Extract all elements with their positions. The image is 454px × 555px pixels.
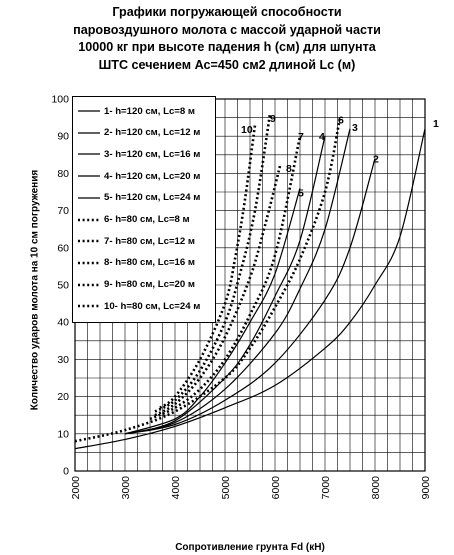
title-line-2: паровоздушного молота с массой ударной ч… [73,22,381,37]
y-axis-label: Количество ударов молота на 10 см погруж… [29,169,41,411]
legend-label: 9- h=80 см, Lc=20 м [104,279,195,291]
legend-item: 6- h=80 см, Lc=8 м [78,214,190,226]
title-line-1: Графики погружающей способности [112,5,342,19]
legend-item: 3- h=120 см, Lc=16 м [78,148,200,160]
series-line-9 [154,113,272,413]
legend-swatch [78,110,100,112]
x-tick-label: 7000 [320,476,332,500]
curve-label-1: 1 [433,118,439,130]
legend-label: 1- h=120 см, Lc=8 м [104,105,195,117]
curve-label-2: 2 [373,154,379,166]
y-tick-label: 30 [57,354,69,366]
legend-label: 5- h=120 см, Lc=24 м [104,192,201,204]
axes: 0 10 20 30 40 50 60 70 80 90 100 2000 3000 4000 5000 60… [51,94,432,500]
legend-label: 2- h=120 см, Lc=12 м [104,127,201,139]
curve-labels: 1 2 3 4 5 6 7 8 9 10 [241,113,439,199]
y-tick-label: 100 [51,94,69,106]
x-tick-label: 4000 [170,476,182,500]
y-tick-label: 80 [57,168,69,180]
series-line-6 [74,117,342,443]
y-tick-label: 10 [57,428,69,440]
legend-item: 9- h=80 см, Lc=20 м [78,279,195,291]
legend-label: 3- h=120 см, Lc=16 м [104,148,201,160]
series-line-3 [124,128,351,435]
x-axis-label: Сопротивление грунта Fd (кН) [175,542,325,553]
curve-label-4: 4 [319,131,325,143]
legend-item: 7- h=80 см, Lc=12 м [78,235,195,247]
legend-item: 8- h=80 см, Lc=16 м [78,257,195,269]
y-tick-label: 70 [57,205,69,217]
legend-item: 4- h=120 см, Lc=20 м [78,170,200,182]
curve-label-9: 9 [270,113,276,125]
y-tick-label: 0 [63,466,69,478]
title-line-3: 10000 кг при высоте падения h (см) для ш… [78,40,376,54]
x-tick-label: 9000 [420,476,432,500]
legend-item: 2- h=120 см, Lc=12 м [78,127,200,139]
curve-label-7: 7 [298,131,304,143]
legend-swatch [78,175,100,177]
series-line-7 [149,135,302,421]
series-line-8 [154,165,282,417]
series-line-1 [74,128,426,450]
curve-label-8: 8 [286,163,292,175]
legend-swatch [78,283,100,286]
legend-swatch [78,132,100,134]
chart-title: Графики погружающей способности паровозд… [0,4,454,74]
legend-swatch [78,304,100,308]
legend-swatch [78,261,100,265]
curve-label-3: 3 [352,122,358,134]
legend-swatch [78,239,100,243]
legend-label: 4- h=120 см, Lc=20 м [104,170,201,182]
y-tick-label: 60 [57,242,69,254]
legend-item: 10- h=80 см, Lc=24 м [78,300,200,312]
y-tick-label: 40 [57,317,69,329]
y-tick-label: 20 [57,391,69,403]
curve-label-10: 10 [241,124,253,136]
legend-swatch [78,197,100,199]
legend-swatch [78,218,100,221]
series-line-10 [159,124,257,409]
y-tick-label: 50 [57,280,69,292]
legend-label: 10- h=80 см, Lc=24 м [104,300,201,312]
legend-label: 6- h=80 см, Lc=8 м [104,214,190,225]
curves [74,113,426,450]
x-tick-label: 3000 [120,476,132,500]
legend-swatch [78,153,100,155]
title-line-4: ШТС сечением Ас=450 см2 длиной Lc (м) [98,57,356,72]
x-tick-label: 8000 [370,476,382,500]
curve-label-5: 5 [298,187,304,199]
x-tick-label: 6000 [270,476,282,500]
curve-label-6: 6 [338,115,344,127]
legend-label: 7- h=80 см, Lc=12 м [104,235,195,247]
series-line-2 [124,158,376,435]
legend-item: 5- h=120 см, Lc=24 м [78,192,200,204]
x-tick-label: 2000 [70,476,82,500]
legend-item: 1- h=120 см, Lc=8 м [78,105,195,117]
y-tick-label: 90 [57,131,69,143]
legend: 1- h=120 см, Lc=8 м 2- h=120 см, Lc=12 м 3… [72,96,216,323]
series-line-4 [124,136,326,435]
legend-label: 8- h=80 см, Lc=16 м [104,257,195,269]
series-line-5 [124,188,301,435]
x-tick-label: 5000 [220,476,232,500]
